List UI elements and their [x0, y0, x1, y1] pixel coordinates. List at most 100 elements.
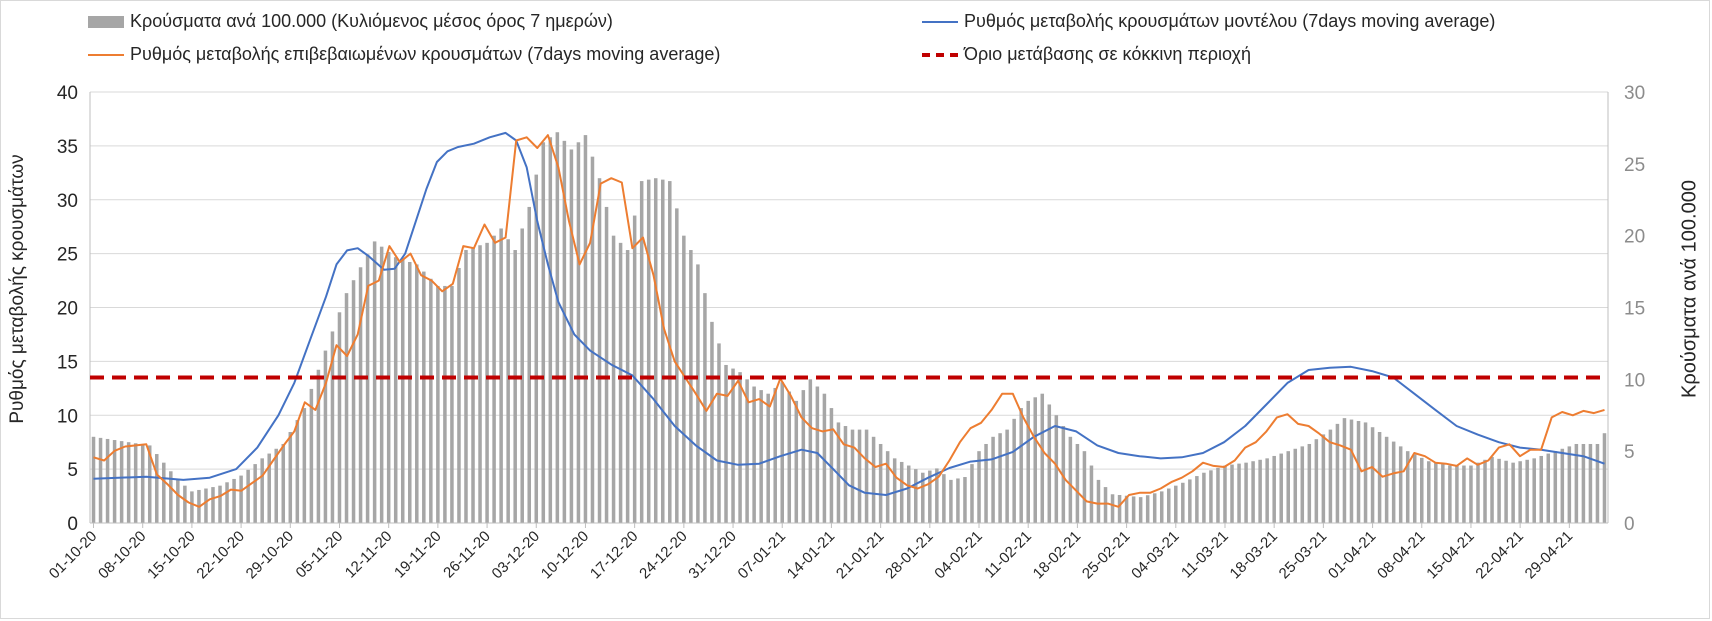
- x-tick-label: 29-10-20: [243, 528, 297, 582]
- bar: [330, 331, 335, 523]
- bar: [1110, 494, 1115, 523]
- bar: [337, 312, 342, 523]
- x-tick-label: 18-03-21: [1227, 528, 1281, 582]
- bar: [618, 242, 623, 523]
- x-tick-label: 19-11-20: [391, 528, 445, 582]
- bar: [1377, 432, 1382, 523]
- bar: [232, 478, 236, 523]
- bar: [956, 478, 960, 523]
- bar: [1490, 456, 1494, 523]
- bar: [576, 142, 581, 524]
- bar: [949, 479, 953, 523]
- y-left-tick-label: 10: [57, 406, 78, 427]
- bar: [211, 487, 215, 523]
- bar: [745, 379, 749, 523]
- bar: [780, 382, 784, 523]
- bar: [119, 441, 124, 523]
- bar: [611, 235, 616, 523]
- y-left-tick-label: 40: [57, 83, 78, 104]
- y-right-tick-label: 10: [1624, 370, 1645, 391]
- bar: [464, 250, 468, 524]
- bar: [133, 443, 138, 523]
- bar: [1595, 443, 1600, 523]
- bar: [295, 420, 300, 523]
- y-right-tick-label: 30: [1624, 83, 1645, 104]
- bar: [1307, 443, 1312, 523]
- bar: [302, 408, 307, 523]
- bar: [1286, 451, 1290, 523]
- bar: [1497, 458, 1501, 523]
- bar: [1581, 443, 1586, 523]
- bar: [1265, 458, 1269, 523]
- y-left-tick-label: 5: [67, 460, 78, 481]
- bar: [1335, 423, 1340, 523]
- x-tick-label: 14-01-21: [784, 528, 838, 582]
- bar: [1195, 476, 1199, 523]
- bar: [1068, 436, 1073, 523]
- bar: [1391, 441, 1396, 523]
- x-tick-label: 04-03-21: [1128, 528, 1182, 582]
- bar: [457, 267, 461, 523]
- bar: [267, 453, 271, 523]
- bar: [1251, 461, 1255, 523]
- bar: [1567, 446, 1572, 523]
- bar: [963, 477, 967, 523]
- bar: [998, 433, 1002, 523]
- bar: [436, 285, 440, 523]
- bar: [1293, 448, 1298, 523]
- bar: [977, 451, 981, 523]
- bar: [569, 149, 574, 523]
- y-left-tick-label: 30: [57, 191, 78, 212]
- x-tick-label: 15-04-21: [1423, 528, 1477, 582]
- bar: [653, 178, 658, 523]
- y-left-tick-label: 0: [67, 514, 78, 535]
- legend-model-label: Ρυθμός μεταβολής κρουσμάτων μοντέλου (7d…: [964, 11, 1496, 31]
- bar: [1138, 497, 1143, 523]
- y-left-tick-label: 25: [57, 245, 78, 266]
- bar: [583, 135, 588, 523]
- bar: [1546, 453, 1551, 523]
- confirmed-series-line: [93, 134, 1605, 508]
- bar: [239, 475, 243, 523]
- bar: [429, 278, 433, 523]
- x-tick-label: 29-04-21: [1522, 528, 1576, 582]
- legend-confirmed-label: Ρυθμός μεταβολής επιβεβαιωμένων κρουσμάτ…: [130, 44, 721, 64]
- bar: [126, 442, 131, 523]
- bar: [112, 440, 117, 523]
- bar: [1202, 472, 1206, 523]
- x-tick-label: 26-11-20: [440, 528, 494, 582]
- bar: [1159, 491, 1164, 523]
- legend-confirmed-swatch: [88, 53, 124, 56]
- bar: [105, 438, 110, 523]
- bar: [1237, 463, 1241, 523]
- bar: [1342, 418, 1347, 523]
- bar: [169, 471, 173, 523]
- bar: [485, 242, 489, 523]
- bar: [1560, 448, 1565, 523]
- model-series-line: [93, 131, 1605, 496]
- bar: [1145, 495, 1150, 523]
- bar: [1553, 451, 1558, 523]
- bar: [1328, 429, 1333, 523]
- bar: [935, 468, 939, 523]
- x-tick-label: 25-03-21: [1276, 528, 1330, 582]
- bar: [991, 436, 995, 523]
- x-tick-label: 25-02-21: [1079, 528, 1133, 582]
- bar: [499, 228, 503, 523]
- bar: [1167, 488, 1171, 523]
- x-tick-label: 07-01-21: [735, 528, 789, 582]
- bar: [1230, 464, 1234, 523]
- x-tick-label: 01-10-20: [46, 528, 100, 582]
- bar: [1096, 479, 1101, 523]
- bar: [1103, 487, 1108, 523]
- x-tick-label: 28-01-21: [882, 528, 936, 582]
- bar: [162, 462, 166, 523]
- bar: [379, 246, 384, 524]
- legend-model: Ρυθμός μεταβολής κρουσμάτων μοντέλου (7d…: [922, 11, 1495, 32]
- bar: [717, 343, 721, 523]
- bar: [155, 454, 159, 523]
- bar: [443, 285, 447, 523]
- bar: [1384, 436, 1389, 523]
- bar: [1602, 433, 1607, 523]
- bar: [1370, 427, 1375, 523]
